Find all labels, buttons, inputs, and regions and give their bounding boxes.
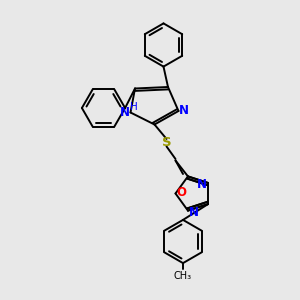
Text: CH₃: CH₃: [174, 271, 192, 281]
Text: N: N: [197, 178, 207, 191]
Text: H: H: [130, 102, 137, 112]
Text: N: N: [179, 104, 189, 118]
Text: S: S: [162, 136, 171, 149]
Text: N: N: [120, 106, 130, 119]
Text: O: O: [176, 185, 186, 199]
Text: N: N: [189, 206, 199, 219]
